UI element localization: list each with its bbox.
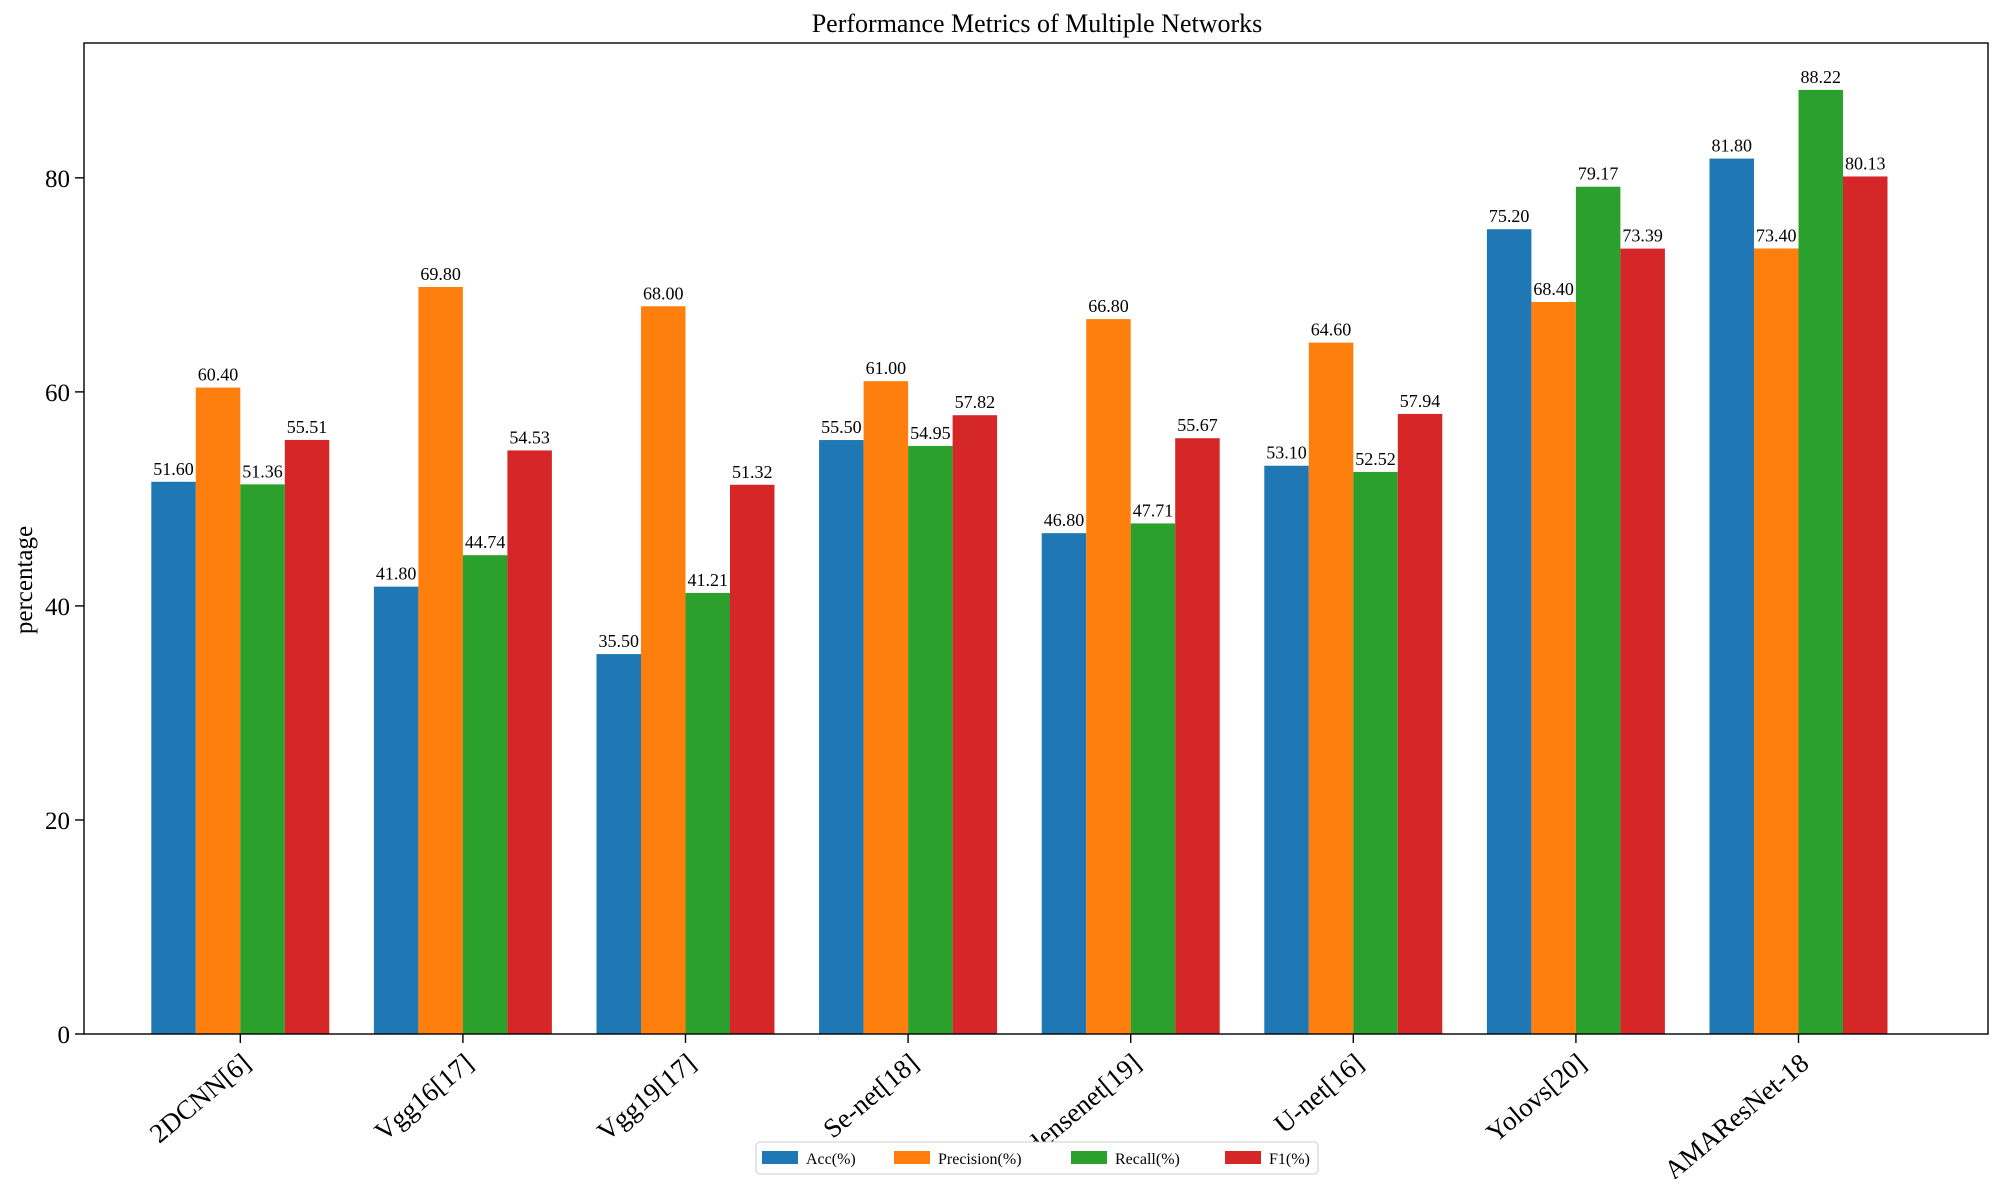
- bar-value-label: 55.67: [1177, 415, 1218, 435]
- bar-value-label: 51.60: [153, 459, 194, 479]
- y-tick-label: 20: [45, 808, 70, 835]
- value-labels-layer: 51.60 41.80 35.50 55.50 46.80 53.10 75.20 81.80…: [153, 67, 1885, 651]
- x-category-label: U-net[16]: [1268, 1048, 1369, 1139]
- bar: [819, 440, 864, 1034]
- bar-value-label: 57.94: [1400, 391, 1441, 411]
- bar: [596, 654, 641, 1034]
- y-tick-label: 0: [58, 1022, 71, 1049]
- bar-value-label: 66.80: [1088, 296, 1129, 316]
- legend-label: Precision(%): [938, 1151, 1022, 1168]
- bar: [1264, 465, 1309, 1035]
- legend-label: F1(%): [1269, 1151, 1310, 1168]
- bar-value-label: 55.50: [821, 417, 862, 437]
- y-tick-label: 40: [45, 594, 70, 621]
- bar-value-label: 88.22: [1801, 67, 1842, 87]
- bar-value-label: 41.21: [688, 570, 729, 590]
- legend-swatch: [762, 1151, 798, 1164]
- legend-swatch: [1071, 1151, 1107, 1164]
- bar: [418, 287, 463, 1034]
- bar: [908, 445, 953, 1034]
- legend-box: [755, 1141, 1319, 1175]
- bar-value-label: 53.10: [1266, 443, 1307, 463]
- bar: [240, 484, 285, 1035]
- bar-value-label: 35.50: [599, 631, 640, 651]
- bar: [1397, 413, 1443, 1034]
- x-category-label: Yolovs[20]: [1480, 1048, 1591, 1148]
- bar-value-label: 57.82: [955, 392, 996, 412]
- legend: Acc(%) Precision(%) Recall(%) F1(%): [755, 1141, 1319, 1175]
- bar: [1843, 176, 1888, 1034]
- bar: [1041, 533, 1087, 1034]
- bar: [952, 415, 998, 1035]
- bar-value-label: 79.17: [1578, 164, 1619, 184]
- legend-swatch: [1225, 1151, 1261, 1164]
- bar-value-label: 68.40: [1533, 279, 1574, 299]
- bar: [863, 381, 909, 1034]
- bar: [1798, 89, 1843, 1035]
- bar: [1086, 319, 1131, 1034]
- bar-value-label: 44.74: [465, 532, 506, 552]
- bars-layer: [151, 89, 1888, 1035]
- bar-value-label: 73.40: [1756, 225, 1797, 245]
- bar: [1709, 158, 1754, 1034]
- y-axis: 0 20 40 60 80: [45, 166, 84, 1049]
- bar-value-label: 55.51: [287, 417, 328, 437]
- bar-value-label: 54.53: [509, 427, 550, 447]
- bar-value-label: 64.60: [1311, 320, 1352, 340]
- bar-value-label: 46.80: [1044, 510, 1085, 530]
- bar-value-label: 73.39: [1622, 226, 1663, 246]
- legend-label: Recall(%): [1115, 1151, 1180, 1168]
- bar: [195, 387, 241, 1035]
- bar: [507, 450, 552, 1034]
- bar: [373, 586, 419, 1034]
- bar-value-label: 51.36: [242, 461, 283, 481]
- x-category-label: AMAResNet-18: [1658, 1048, 1814, 1179]
- bar: [1308, 342, 1354, 1034]
- bar: [1353, 471, 1398, 1034]
- bar-value-label: 51.32: [732, 462, 773, 482]
- y-tick-label: 80: [45, 166, 70, 193]
- bar-value-label: 81.80: [1712, 136, 1753, 156]
- bar: [685, 592, 730, 1034]
- bar: [1620, 248, 1665, 1034]
- bar-value-label: 75.20: [1489, 206, 1530, 226]
- legend-swatch: [894, 1151, 930, 1164]
- bar-value-label: 52.52: [1355, 449, 1396, 469]
- bar: [1175, 438, 1220, 1035]
- bar: [1754, 248, 1799, 1035]
- bar-value-label: 80.13: [1845, 153, 1886, 173]
- bar: [641, 306, 686, 1034]
- plot-frame: [83, 42, 1989, 1035]
- bar-value-label: 61.00: [866, 358, 907, 378]
- bar: [1575, 186, 1621, 1035]
- bar: [730, 484, 775, 1034]
- x-category-label: Se-net[18]: [817, 1048, 924, 1144]
- x-category-label: 2DCNN[6]: [144, 1048, 256, 1149]
- bar: [1531, 301, 1576, 1034]
- legend-label: Acc(%): [806, 1151, 856, 1168]
- x-category-label: Vgg16[17]: [369, 1048, 479, 1147]
- y-tick-label: 60: [45, 380, 70, 407]
- bar-value-label: 54.95: [910, 423, 951, 443]
- chart-title: Performance Metrics of Multiple Networks: [812, 9, 1263, 38]
- x-category-label: Vgg19[17]: [591, 1048, 701, 1147]
- bar: [1130, 523, 1176, 1034]
- bar-value-label: 41.80: [376, 564, 417, 584]
- bar-value-label: 47.71: [1133, 500, 1174, 520]
- y-axis-label: percentage: [11, 526, 38, 634]
- bar-value-label: 69.80: [420, 264, 461, 284]
- bar: [1486, 229, 1532, 1034]
- bar: [151, 481, 196, 1034]
- bar: [284, 439, 330, 1034]
- bar: [462, 555, 508, 1034]
- bar-value-label: 60.40: [198, 365, 239, 385]
- bar-value-label: 68.00: [643, 283, 684, 303]
